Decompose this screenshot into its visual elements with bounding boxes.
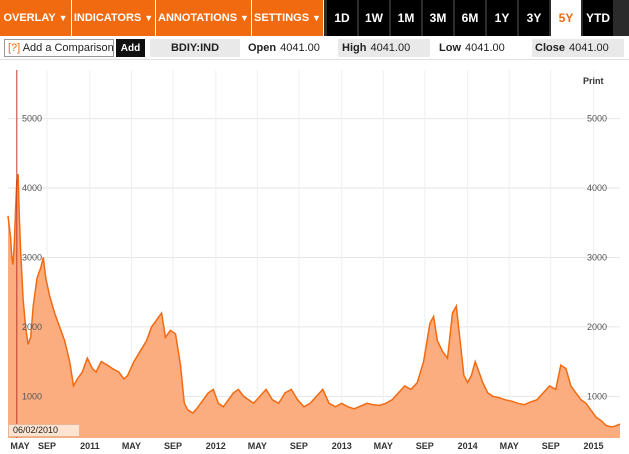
y-axis-left: 1000 2000 3000 4000 5000 [22,114,42,402]
y-tick-label: 5000 [22,114,42,124]
range-1m-button[interactable]: 1M [391,0,421,36]
annotations-menu-button[interactable]: ANNOTATIONS ▼ [156,0,252,36]
menu-group: OVERLAY ▼ INDICATORS ▼ ANNOTATIONS ▼ SETTIN… [0,0,324,36]
high-value: 4041.00 [370,42,411,54]
y-tick-label: 5000 [587,114,607,124]
high-field: High 4041.00 [338,39,430,57]
caret-down-icon: ▼ [58,13,68,23]
x-tick-label: MAY [248,441,267,451]
indicators-menu-label: INDICATORS [73,12,142,24]
caret-down-icon: ▼ [312,13,321,23]
crosshair-date-label: 06/02/2010 [8,424,80,437]
caret-down-icon: ▼ [144,13,154,23]
range-3y-button[interactable]: 3Y [519,0,549,36]
overlay-menu-label: OVERLAY [3,12,56,24]
y-tick-label: 2000 [22,322,42,332]
y-tick-label: 2000 [587,322,607,332]
range-5y-button[interactable]: 5Y [551,0,581,36]
print-button[interactable]: Print [583,76,604,86]
x-tick-label: MAY [10,441,29,451]
low-label: Low [439,42,461,54]
x-tick-label: 2013 [332,441,352,451]
price-line [7,174,621,428]
help-icon[interactable]: [?] [8,42,21,54]
close-field: Close 4041.00 [532,39,624,57]
x-tick-label: 2012 [206,441,226,451]
x-tick-label: SEP [416,441,434,451]
x-tick-label: SEP [38,441,56,451]
overlay-menu-button[interactable]: OVERLAY ▼ [0,0,72,36]
price-area-fill [8,174,620,438]
caret-down-icon: ▼ [240,13,249,23]
annotations-menu-label: ANNOTATIONS [158,12,238,24]
x-tick-label: SEP [542,441,560,451]
range-6m-button[interactable]: 6M [455,0,485,36]
y-tick-label: 4000 [587,183,607,193]
range-1w-button[interactable]: 1W [359,0,389,36]
settings-menu-label: SETTINGS [254,12,310,24]
x-tick-label: 2015 [584,441,604,451]
close-value: 4041.00 [568,42,609,54]
indicators-menu-button[interactable]: INDICATORS ▼ [72,0,156,36]
x-tick-label: 2014 [458,441,478,451]
x-tick-label: SEP [164,441,182,451]
add-comparison-button[interactable]: Add [116,39,145,57]
low-value: 4041.00 [465,42,505,54]
x-tick-label: SEP [290,441,308,451]
x-tick-label: MAY [122,441,141,451]
add-comparison-input[interactable]: [?] Add a Comparison [4,39,114,57]
range-ytd-button[interactable]: YTD [583,0,613,36]
x-tick-label: MAY [374,441,393,451]
range-1y-button[interactable]: 1Y [487,0,517,36]
x-axis: MAY SEP 2011 MAY SEP 2012 MAY SEP 2013 MAY SEP 2014… [10,441,603,451]
range-1d-button[interactable]: 1D [327,0,357,36]
settings-menu-button[interactable]: SETTINGS ▼ [252,0,324,36]
y-tick-label: 1000 [587,391,607,401]
close-label: Close [535,42,565,54]
ticker-symbol: BDIY:IND [150,39,240,57]
y-axis-right: 1000 2000 3000 4000 5000 [587,114,607,402]
high-label: High [342,42,367,54]
add-comparison-label: Add a Comparison [22,42,114,54]
y-tick-label: 3000 [22,252,42,262]
quote-info-bar: [?] Add a Comparison Add BDIY:IND Open 40… [0,36,629,60]
range-selector: 1D 1W 1M 3M 6M 1Y 3Y 5Y YTD [327,0,615,36]
y-tick-label: 1000 [22,391,42,401]
y-tick-label: 3000 [587,252,607,262]
open-label: Open [248,42,277,54]
x-tick-label: MAY [500,441,519,451]
open-value: 4041.00 [280,42,320,54]
open-field: Open 4041.00 [246,39,334,57]
range-3m-button[interactable]: 3M [423,0,453,36]
y-tick-label: 4000 [22,183,42,193]
chart-toolbar: OVERLAY ▼ INDICATORS ▼ ANNOTATIONS ▼ SETTIN… [0,0,629,36]
x-tick-label: 2011 [80,441,100,451]
low-field: Low 4041.00 [436,39,528,57]
